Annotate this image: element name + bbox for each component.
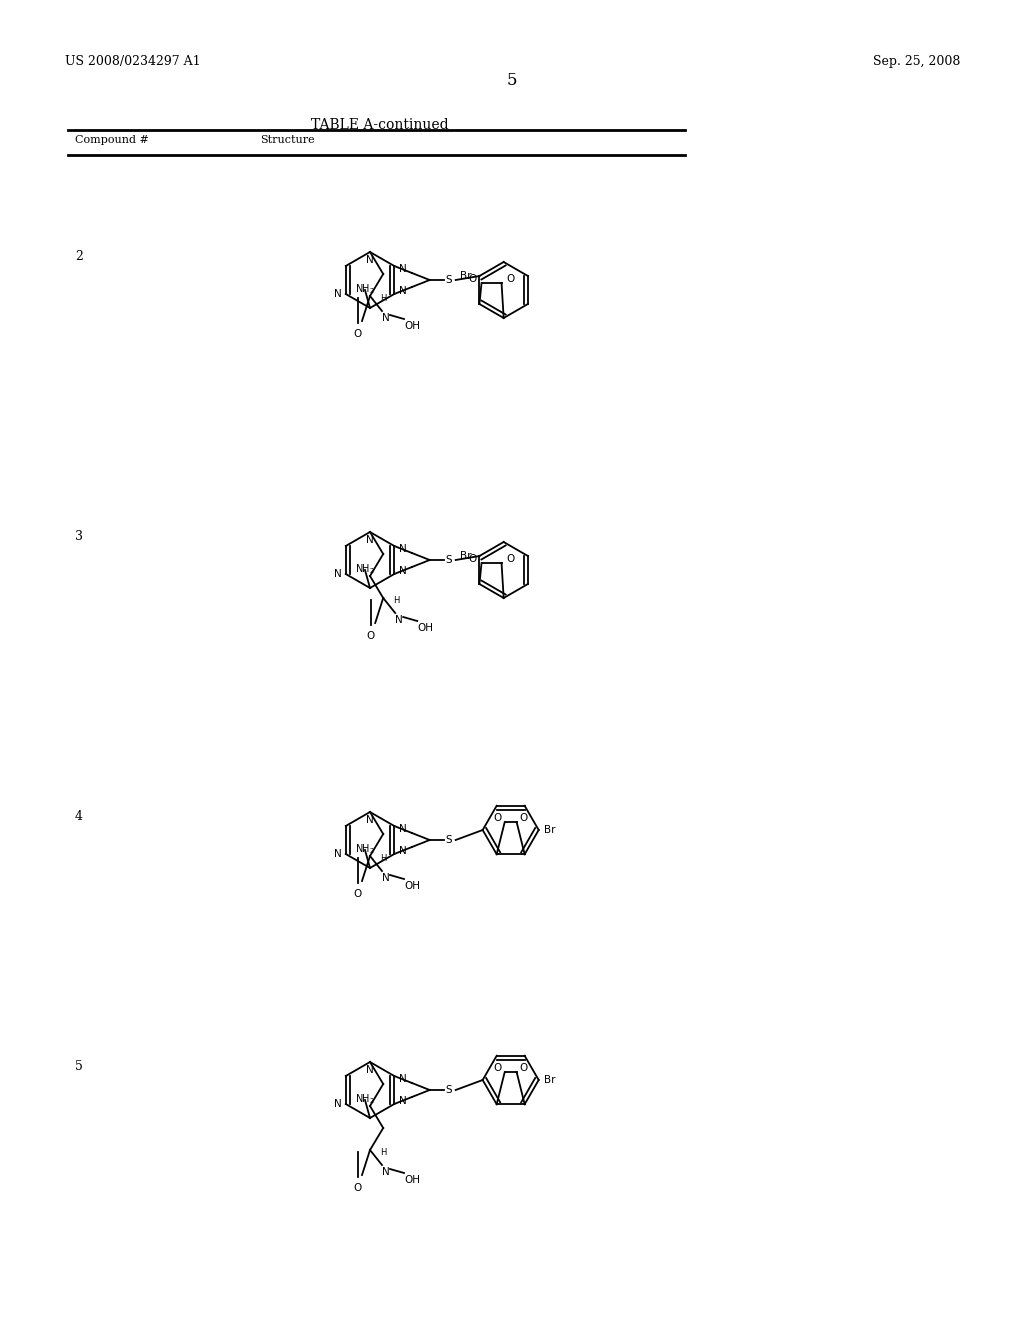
Text: Br: Br	[544, 825, 555, 836]
Text: N: N	[367, 255, 374, 265]
Text: N: N	[399, 544, 407, 554]
Text: Br: Br	[460, 271, 471, 281]
Text: OH: OH	[404, 880, 420, 891]
Text: H: H	[380, 854, 386, 863]
Text: O: O	[507, 275, 515, 284]
Text: NH$_2$: NH$_2$	[355, 842, 375, 855]
Text: NH$_2$: NH$_2$	[355, 562, 375, 576]
Text: O: O	[519, 1063, 528, 1073]
Text: O: O	[494, 813, 502, 824]
Text: O: O	[353, 329, 361, 339]
Text: N: N	[334, 569, 342, 579]
Text: 4: 4	[75, 810, 83, 822]
Text: N: N	[382, 1167, 390, 1177]
Text: Br: Br	[544, 1074, 555, 1085]
Text: OH: OH	[417, 623, 433, 634]
Text: N: N	[367, 1065, 374, 1074]
Text: N: N	[367, 535, 374, 545]
Text: O: O	[468, 275, 476, 284]
Text: N: N	[399, 824, 407, 834]
Text: Br: Br	[460, 550, 471, 561]
Text: O: O	[519, 813, 528, 824]
Text: N: N	[399, 1074, 407, 1084]
Text: O: O	[507, 554, 515, 564]
Text: H: H	[380, 1148, 386, 1158]
Text: O: O	[353, 1183, 361, 1193]
Text: N: N	[395, 615, 403, 624]
Text: N: N	[367, 814, 374, 825]
Text: Structure: Structure	[260, 135, 314, 145]
Text: N: N	[399, 566, 407, 576]
Text: N: N	[382, 873, 390, 883]
Text: NH$_2$: NH$_2$	[355, 1092, 375, 1106]
Text: N: N	[399, 286, 407, 296]
Text: US 2008/0234297 A1: US 2008/0234297 A1	[65, 55, 201, 69]
Text: OH: OH	[404, 1175, 420, 1185]
Text: S: S	[445, 836, 453, 845]
Text: NH$_2$: NH$_2$	[355, 282, 375, 296]
Text: Compound #: Compound #	[75, 135, 148, 145]
Text: S: S	[445, 554, 453, 565]
Text: 5: 5	[75, 1060, 83, 1073]
Text: O: O	[494, 1063, 502, 1073]
Text: N: N	[334, 1100, 342, 1109]
Text: 3: 3	[75, 531, 83, 543]
Text: 2: 2	[75, 249, 83, 263]
Text: OH: OH	[404, 321, 420, 331]
Text: N: N	[334, 289, 342, 300]
Text: N: N	[399, 1096, 407, 1106]
Text: N: N	[399, 264, 407, 275]
Text: O: O	[366, 631, 375, 642]
Text: 5: 5	[507, 73, 517, 88]
Text: N: N	[399, 846, 407, 855]
Text: N: N	[382, 313, 390, 323]
Text: N: N	[334, 849, 342, 859]
Text: H: H	[393, 597, 399, 605]
Text: S: S	[445, 1085, 453, 1096]
Text: O: O	[353, 888, 361, 899]
Text: O: O	[468, 554, 476, 564]
Text: Sep. 25, 2008: Sep. 25, 2008	[872, 55, 961, 69]
Text: H: H	[380, 294, 386, 304]
Text: TABLE A-continued: TABLE A-continued	[311, 117, 449, 132]
Text: S: S	[445, 275, 453, 285]
